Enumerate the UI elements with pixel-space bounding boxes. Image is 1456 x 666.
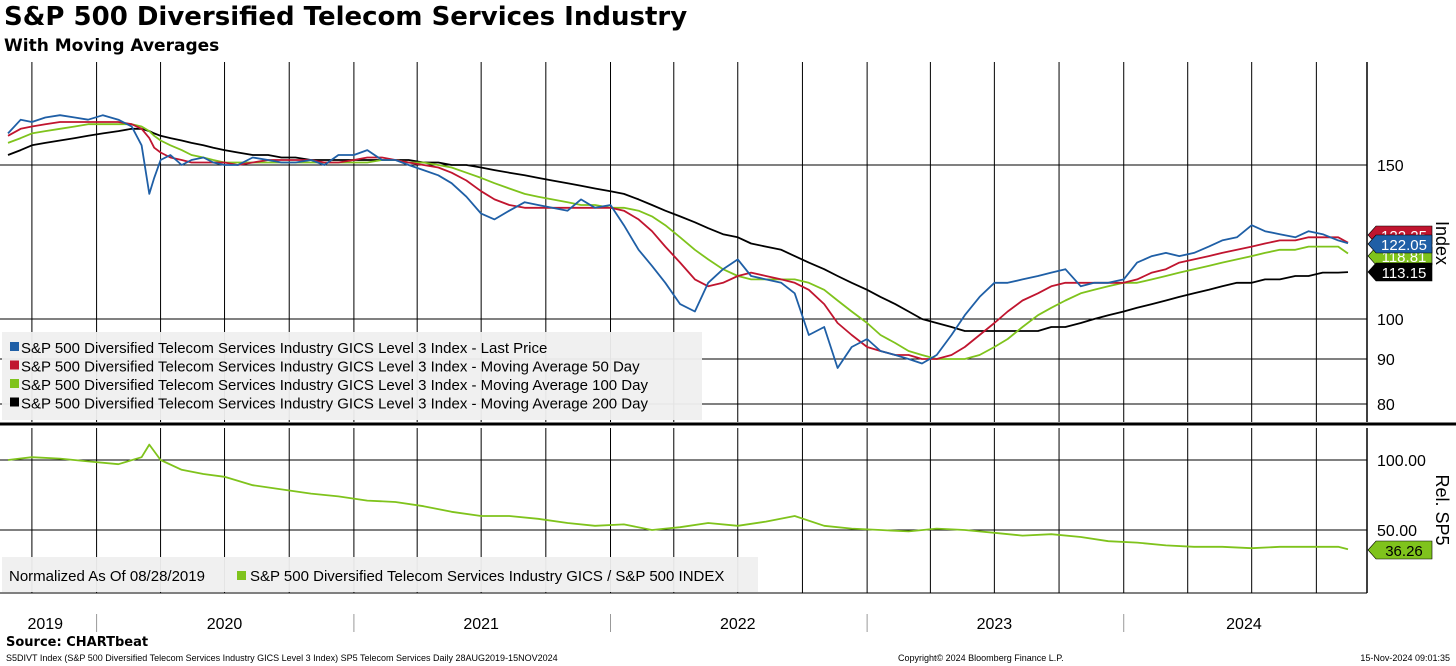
x-tick-label: 2024 <box>1226 616 1262 633</box>
x-tick-label: 2020 <box>207 616 243 633</box>
value-tag-label: 36.26 <box>1385 543 1423 560</box>
legend-swatch <box>10 397 19 407</box>
last-value-price: 122.05 <box>1367 234 1433 254</box>
legend-label: S&P 500 Diversified Telecom Services Ind… <box>21 377 648 394</box>
y-tick-label: 150 <box>1377 158 1404 175</box>
legend-note: Normalized As Of 08/28/2019 <box>9 568 205 585</box>
value-tag-shape <box>1367 234 1433 254</box>
legend-swatch <box>10 342 19 351</box>
value-tag-label: 122.05 <box>1381 237 1427 254</box>
x-tick-label: 2021 <box>463 616 499 633</box>
x-tick-label: 2019 <box>27 616 63 633</box>
y-tick-label: 90 <box>1377 352 1395 369</box>
legend-box <box>2 557 758 592</box>
series-line <box>7 114 1349 369</box>
y-tick-label: 100 <box>1377 312 1404 329</box>
y-tick-label: 80 <box>1377 397 1395 414</box>
chart-subtitle: With Moving Averages <box>4 36 220 56</box>
last-value-relative: 36.26 <box>1367 540 1433 560</box>
last-value-ma200: 113.15 <box>1367 262 1433 282</box>
legend-label: S&P 500 Diversified Telecom Services Ind… <box>250 568 724 585</box>
footer-copyright: Copyright© 2024 Bloomberg Finance L.P. <box>898 653 1064 663</box>
value-tag-label: 113.15 <box>1382 265 1427 282</box>
value-tag-shape <box>1367 262 1433 282</box>
series-line <box>7 121 1349 360</box>
y-tick-label: 50.00 <box>1377 523 1417 540</box>
y-axis-label: Index <box>1432 221 1452 265</box>
value-tag-shape <box>1367 540 1433 560</box>
x-tick-label: 2023 <box>977 616 1013 633</box>
source-label: Source: CHARTbeat <box>6 635 149 650</box>
legend-swatch <box>10 379 19 388</box>
chart-title: S&P 500 Diversified Telecom Services Ind… <box>4 2 688 32</box>
legend-label: S&P 500 Diversified Telecom Services Ind… <box>21 359 640 376</box>
footer-ticker-info: S5DIVT Index (S&P 500 Diversified Teleco… <box>6 653 558 663</box>
legend-label: S&P 500 Diversified Telecom Services Ind… <box>21 340 547 357</box>
series-line <box>7 123 1349 360</box>
legend-swatch <box>237 571 246 580</box>
series-line <box>7 127 1349 332</box>
series-line <box>7 443 1349 551</box>
x-tick-label: 2022 <box>720 616 756 633</box>
footer-timestamp: 15-Nov-2024 09:01:35 <box>1360 653 1450 663</box>
y-tick-label: 100.00 <box>1377 453 1426 470</box>
y-axis-label: Rel. SP5 <box>1432 474 1452 545</box>
legend-swatch <box>10 360 19 370</box>
legend-box <box>2 332 702 420</box>
legend-label: S&P 500 Diversified Telecom Services Ind… <box>21 396 648 413</box>
